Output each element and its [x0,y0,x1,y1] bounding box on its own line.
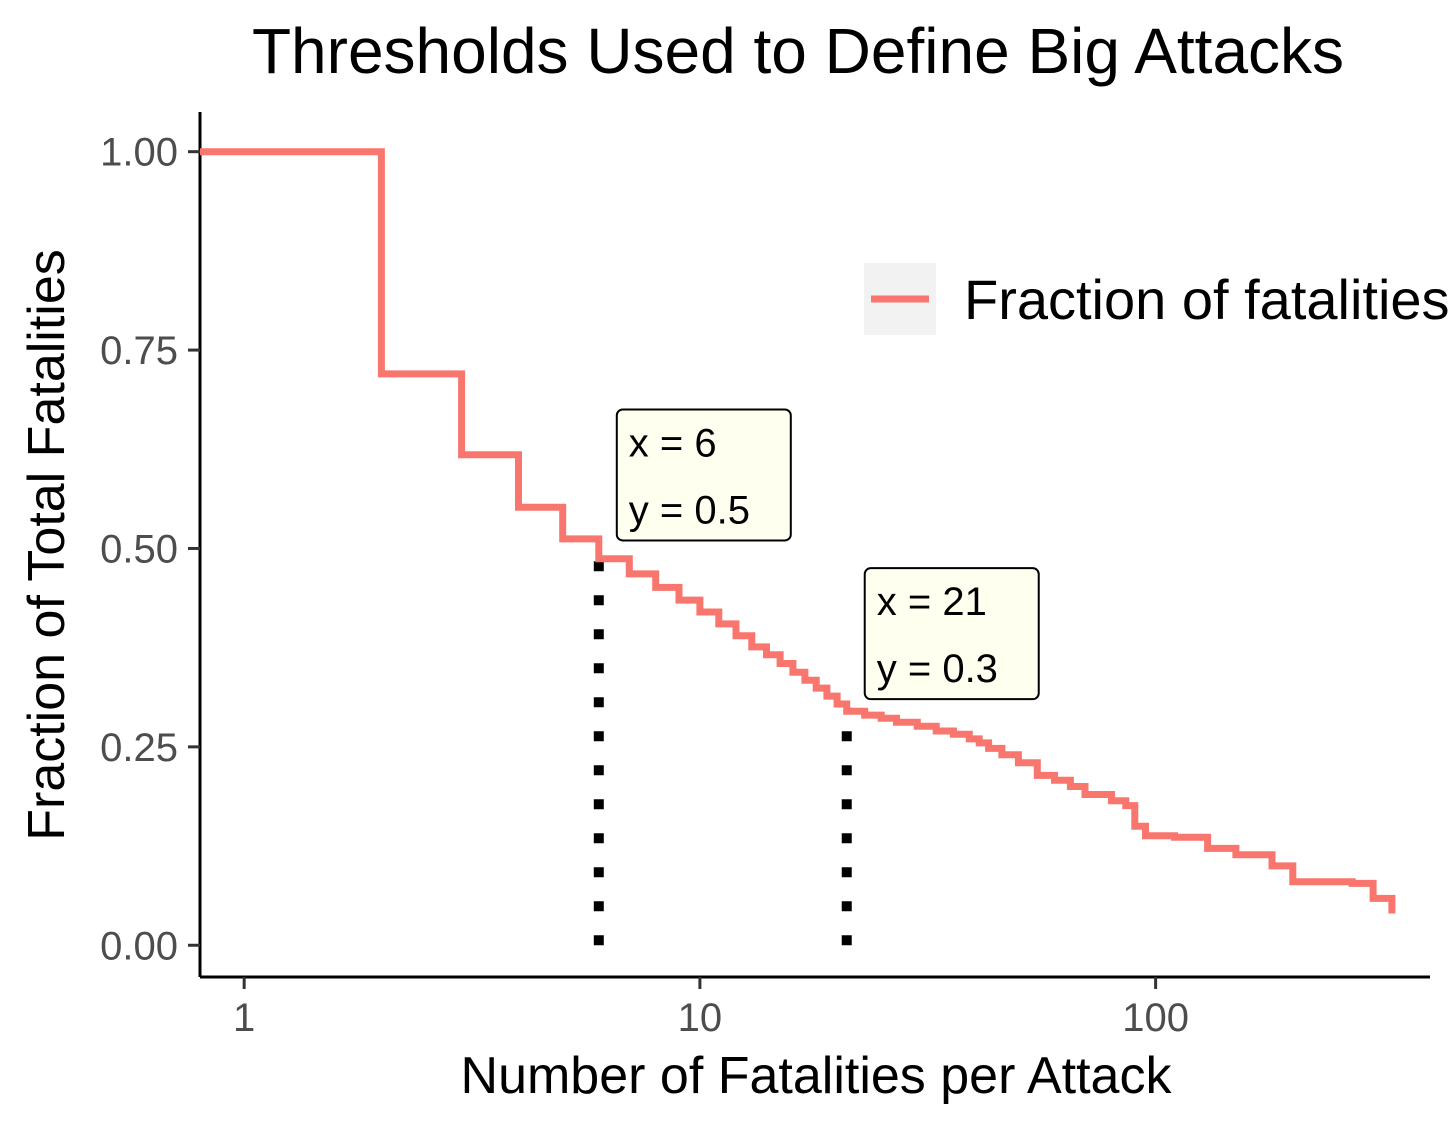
annotation-text: y = 0.5 [629,488,750,532]
legend: Fraction of fatalities [864,263,1450,335]
annotation-text: x = 6 [629,421,717,465]
y-tick-label: 0.00 [100,924,178,968]
y-tick-label: 0.25 [100,726,178,770]
x-tick-label: 100 [1122,996,1189,1040]
x-tick-label: 1 [233,996,255,1040]
y-tick-label: 1.00 [100,131,178,175]
annotation-box [615,408,792,542]
annotation-label: x = 6 y = 0.5 [615,408,792,542]
annotation-box [863,567,1040,701]
y-tick-label: 0.50 [100,527,178,571]
legend-label: Fraction of fatalities [964,268,1450,331]
series-line [200,148,1396,914]
x-axis-title: Number of Fatalities per Attack [461,1047,1173,1105]
y-tick-label: 0.75 [100,329,178,373]
chart-title: Thresholds Used to Define Big Attacks [252,15,1344,87]
annotation-text: y = 0.3 [877,647,998,691]
x-tick-label: 10 [678,996,723,1040]
y-axis-title: Fraction of Total Fatalities [18,249,76,841]
annotation-label: x = 21 y = 0.3 [863,567,1040,701]
annotation-text: x = 21 [877,580,987,624]
